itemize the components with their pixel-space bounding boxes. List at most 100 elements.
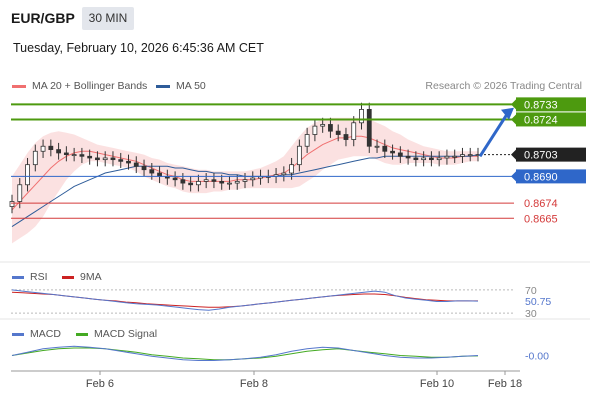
level-badge: [516, 169, 586, 184]
macd-swatch: [12, 332, 24, 336]
legend-macd: MACD: [12, 328, 61, 340]
rsi-tick-label: 70: [525, 285, 537, 297]
candle-body: [382, 145, 388, 152]
candle-body: [141, 165, 147, 171]
candle-body: [157, 172, 162, 177]
candle-body: [405, 155, 411, 159]
copyright-text: Research © 2026 Trading Central: [425, 80, 582, 92]
timeframe-badge[interactable]: 30 MIN: [82, 7, 134, 30]
candle-body: [413, 157, 419, 161]
candle-body: [203, 179, 209, 182]
candle-body: [25, 164, 30, 186]
candle-body: [460, 154, 465, 157]
level-label: 0.8665: [524, 213, 558, 225]
level-badge: [516, 147, 586, 162]
candle-body: [366, 108, 372, 147]
candle-body: [359, 108, 364, 124]
candle-body: [343, 134, 349, 140]
ma20-swatch: [12, 84, 26, 88]
candle-body: [126, 160, 131, 164]
candle-body: [63, 152, 69, 156]
level-badge-tip: [511, 114, 516, 125]
ma50-line: [11, 154, 479, 228]
rsi-tick-label: 50.75: [525, 296, 551, 308]
legend-macd-signal: MACD Signal: [76, 328, 157, 340]
legend-rsi-ma: 9MA: [62, 271, 102, 283]
rsi-ma-line: [11, 291, 478, 308]
candle-body: [87, 155, 93, 159]
rsi-swatch: [12, 275, 24, 279]
ma50-label: MA 50: [176, 80, 206, 92]
macd-line: [11, 345, 479, 361]
level-badge-tip: [511, 149, 516, 160]
candle-body: [102, 157, 108, 161]
forecast-arrowhead: [501, 107, 514, 120]
rsi-ma-label: 9MA: [80, 271, 102, 283]
candle-body: [211, 179, 217, 182]
rsi-ma-swatch: [62, 275, 74, 279]
candle-body: [428, 157, 434, 161]
candle-body: [452, 155, 458, 158]
forecast-arrow: [478, 111, 510, 158]
chart-datetime: Tuesday, February 10, 2026 6:45:36 AM CE…: [13, 41, 264, 55]
candle-body: [9, 201, 15, 207]
candle-body: [467, 154, 473, 157]
rsi-tick-label: 30: [525, 308, 537, 320]
macd-label: MACD: [30, 328, 61, 340]
candle-body: [56, 149, 61, 154]
x-tick-label: Feb 8: [240, 378, 268, 390]
candle-body: [242, 179, 248, 182]
candle-body: [118, 159, 124, 162]
candle-body: [444, 155, 450, 159]
candle-body: [110, 157, 116, 161]
symbol-title: EUR/GBP: [11, 10, 75, 26]
x-ticks: Feb 6 Feb 8 Feb 10 Feb 18: [86, 371, 522, 390]
candle-body: [188, 182, 194, 186]
candle-body: [149, 169, 155, 174]
candle-body: [421, 157, 427, 161]
level-badge-tip: [511, 171, 516, 182]
macd-signal-swatch: [76, 332, 88, 336]
candle-body: [312, 125, 318, 135]
candle-body: [79, 154, 85, 157]
candle-body: [335, 130, 341, 135]
candle-body: [180, 179, 186, 184]
rsi-label: RSI: [30, 271, 48, 283]
macd-signal-label: MACD Signal: [94, 328, 158, 340]
candle-body: [219, 181, 225, 184]
candle-body: [195, 181, 201, 186]
candles: [9, 102, 481, 214]
level-label: 0.8724: [524, 114, 558, 126]
candle-body: [172, 177, 178, 181]
candle-body: [281, 172, 287, 176]
legend-rsi: RSI: [12, 271, 48, 283]
candle-body: [304, 134, 310, 147]
ma50-swatch: [156, 84, 170, 88]
candle-body: [234, 181, 240, 184]
level-label: 0.8690: [524, 171, 558, 183]
candle-body: [374, 145, 380, 148]
candle-body: [133, 162, 139, 167]
candle-body: [71, 154, 77, 157]
macd-tick-label: -0.00: [525, 351, 549, 363]
x-tick-label: Feb 10: [420, 378, 454, 390]
level-label: 0.8674: [524, 198, 558, 210]
legend-ma20: MA 20 + Bollinger Bands: [12, 80, 147, 92]
candle-body: [328, 124, 333, 132]
x-tick-label: Feb 18: [488, 378, 522, 390]
candle-body: [48, 145, 54, 150]
candle-body: [32, 150, 38, 166]
candle-body: [95, 157, 100, 161]
candle-body: [40, 145, 46, 152]
candle-body: [320, 124, 326, 127]
candle-body: [296, 145, 302, 166]
candle-body: [397, 152, 403, 157]
level-badge-tip: [511, 99, 516, 110]
candle-body: [351, 122, 357, 140]
level-badge: [516, 112, 586, 127]
candle-body: [390, 150, 395, 154]
candle-body: [289, 164, 295, 174]
rsi-line: [11, 289, 479, 311]
